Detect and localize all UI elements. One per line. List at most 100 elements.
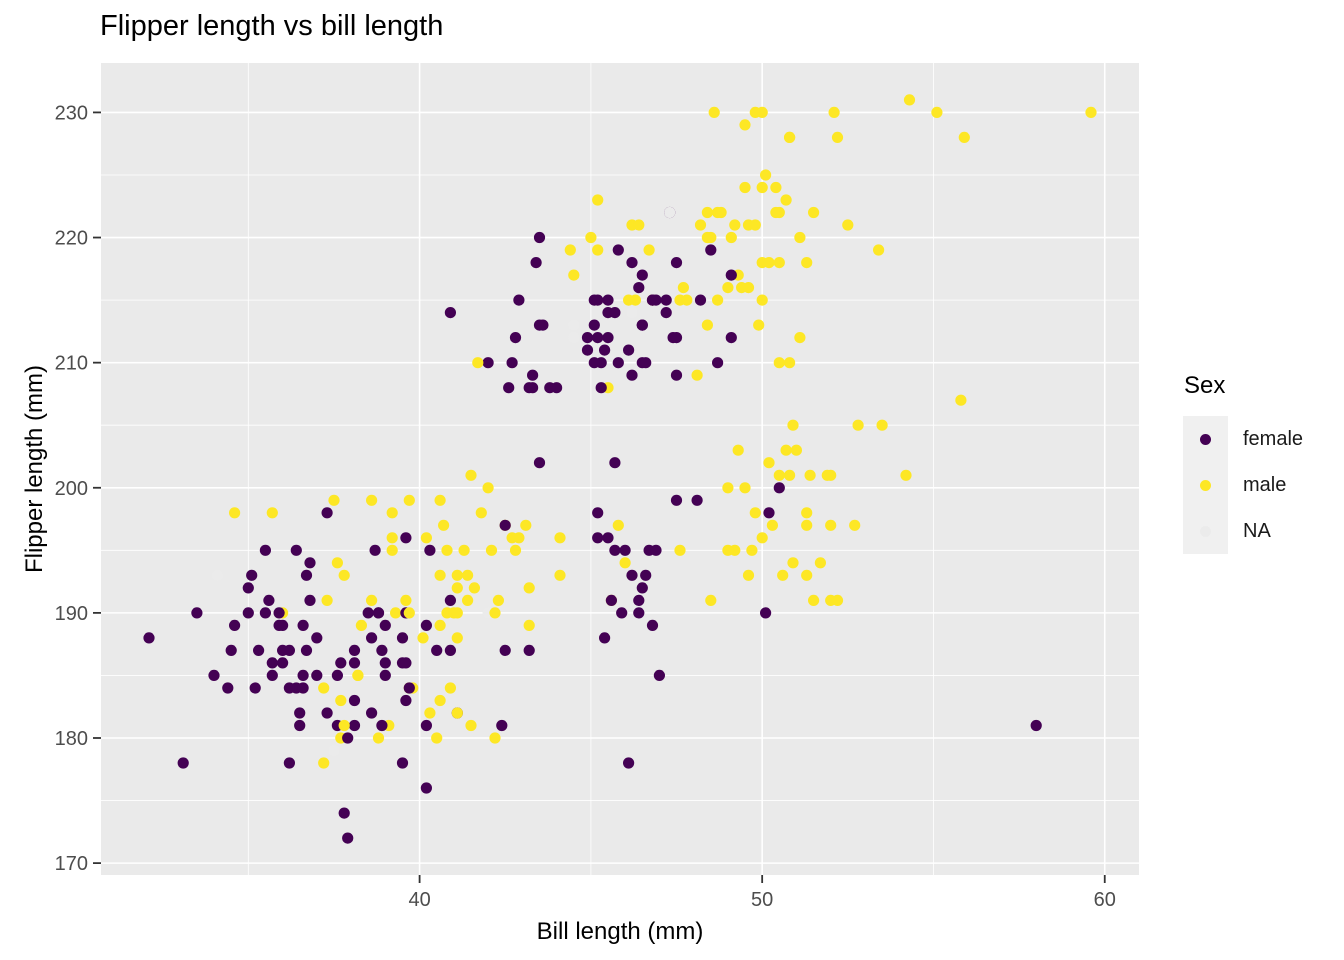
data-point <box>362 607 374 619</box>
plot-panel <box>101 63 1139 875</box>
data-point <box>318 757 330 769</box>
data-point <box>420 532 432 544</box>
data-point <box>616 607 628 619</box>
data-point <box>670 257 683 269</box>
data-point <box>229 619 241 632</box>
data-point <box>424 707 436 719</box>
data-point <box>434 619 446 632</box>
data-point <box>338 807 350 819</box>
data-point <box>263 594 275 607</box>
data-point <box>503 382 515 394</box>
data-point <box>650 544 662 556</box>
data-point <box>328 494 340 506</box>
data-point <box>277 619 289 632</box>
data-point <box>403 682 415 694</box>
data-point <box>588 319 600 331</box>
data-point <box>311 669 323 682</box>
data-point <box>396 757 409 769</box>
legend-key-female <box>1183 416 1228 462</box>
data-point <box>499 519 511 531</box>
data-point <box>694 219 707 231</box>
data-point <box>489 732 501 744</box>
data-point <box>533 231 546 244</box>
data-point <box>506 357 518 369</box>
data-point <box>612 357 624 369</box>
y-tick-label-220: 220 <box>55 228 88 250</box>
data-point <box>592 294 604 306</box>
data-point <box>784 469 796 481</box>
data-point <box>646 294 659 306</box>
data-point <box>640 357 652 369</box>
data-point <box>465 469 477 481</box>
data-point <box>438 519 450 531</box>
data-point <box>300 569 313 581</box>
x-tick-label-50: 50 <box>751 889 773 911</box>
data-point <box>366 594 378 607</box>
data-point <box>599 344 611 356</box>
data-point <box>458 544 470 556</box>
data-point <box>780 194 792 206</box>
legend-items: female male NA <box>1183 416 1303 554</box>
data-point <box>451 632 463 644</box>
data-point <box>612 519 624 531</box>
data-point <box>321 507 333 519</box>
data-point <box>602 294 614 306</box>
legend-key-male <box>1183 462 1228 508</box>
data-point <box>773 469 785 481</box>
data-point <box>794 332 806 344</box>
data-point <box>496 719 508 732</box>
data-point <box>482 357 494 369</box>
data-point <box>513 294 525 306</box>
x-axis-title: Bill length (mm) <box>536 918 704 945</box>
data-point <box>595 382 607 394</box>
data-point <box>277 657 289 669</box>
data-point <box>369 544 381 556</box>
data-point <box>712 294 724 306</box>
data-point <box>619 544 631 556</box>
data-point <box>636 269 648 281</box>
data-point <box>222 682 234 694</box>
data-point <box>626 369 638 381</box>
data-point <box>742 569 755 581</box>
data-point <box>804 469 816 481</box>
data-point <box>527 382 539 394</box>
data-point <box>400 594 412 607</box>
data-point <box>623 757 635 769</box>
data-point <box>592 507 604 519</box>
data-point <box>636 582 648 594</box>
data-point <box>304 557 316 569</box>
data-point <box>831 594 844 607</box>
data-point <box>451 582 463 594</box>
data-point <box>955 394 967 406</box>
data-point <box>211 569 224 581</box>
data-point <box>451 607 463 619</box>
data-point <box>753 319 765 331</box>
data-point <box>691 494 703 506</box>
data-point <box>873 244 885 256</box>
data-point <box>592 244 604 256</box>
data-point <box>958 131 970 143</box>
data-point <box>554 569 566 581</box>
data-point <box>660 294 672 306</box>
data-point <box>451 707 463 719</box>
data-point <box>701 319 714 331</box>
data-point <box>825 519 837 531</box>
data-point <box>623 294 635 306</box>
data-point <box>612 244 624 256</box>
data-point <box>283 682 295 694</box>
data-point <box>472 357 484 369</box>
data-point <box>784 131 796 143</box>
data-point <box>297 682 309 694</box>
data-point <box>208 669 220 682</box>
data-point <box>465 719 477 732</box>
data-point <box>931 106 943 118</box>
data-point <box>722 544 734 556</box>
data-point <box>701 206 714 219</box>
data-point <box>705 594 717 607</box>
data-point <box>763 507 775 519</box>
data-point <box>633 594 645 607</box>
data-point <box>581 344 594 356</box>
data-point <box>670 369 683 381</box>
data-point <box>355 619 367 632</box>
